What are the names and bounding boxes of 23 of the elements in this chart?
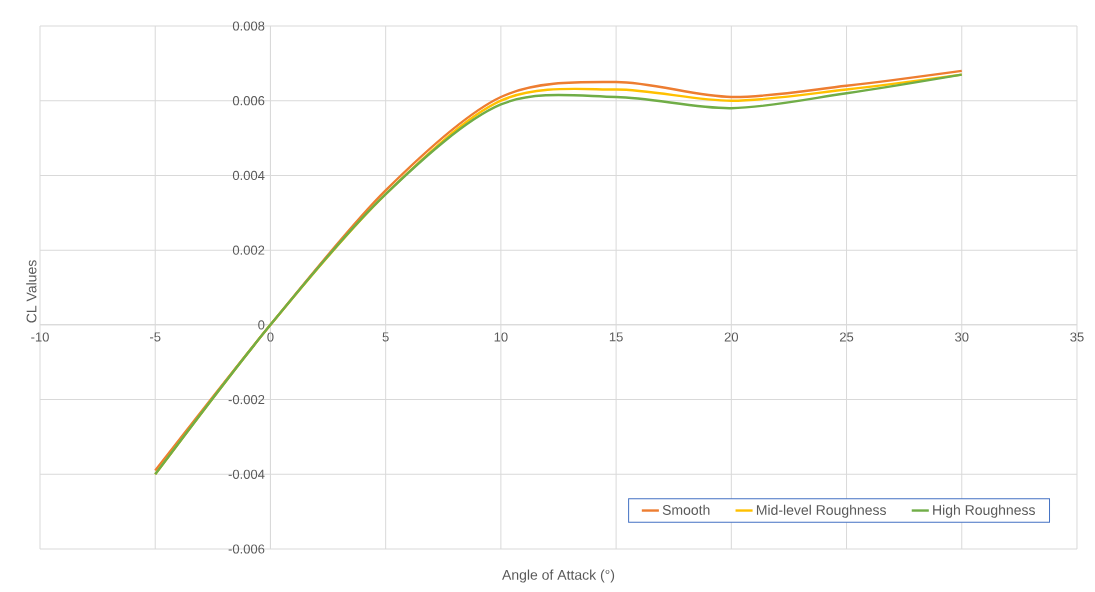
x-tick-label: -5: [150, 332, 161, 342]
x-tick-label: 5: [382, 332, 389, 342]
legend-label: High Roughness: [933, 504, 1035, 518]
y-tick-label: 0.008: [232, 21, 265, 31]
x-tick-label: -10: [31, 332, 49, 342]
x-tick-label: 25: [839, 332, 854, 342]
legend-label: Mid-level Roughness: [756, 504, 886, 518]
y-tick-label: 0: [258, 320, 265, 330]
x-tick-label: 20: [724, 332, 739, 342]
x-tick-label: 0: [267, 332, 274, 342]
y-tick-label: -0.004: [228, 469, 265, 479]
y-tick-label: 0.002: [232, 245, 265, 255]
y-axis-title: CL Values: [26, 260, 37, 323]
x-tick-label: 10: [494, 332, 508, 342]
y-tick-label: -0.006: [228, 544, 265, 554]
x-tick-label: 30: [955, 332, 969, 342]
x-axis-title: Angle of Attack (°): [502, 569, 615, 583]
y-tick-label: -0.002: [228, 394, 265, 405]
x-tick-label: 15: [609, 332, 623, 342]
legend-label: Smooth: [662, 504, 710, 515]
y-tick-label: 0.004: [232, 170, 265, 181]
y-tick-label: 0.006: [232, 96, 265, 106]
x-tick-label: 35: [1070, 332, 1084, 342]
